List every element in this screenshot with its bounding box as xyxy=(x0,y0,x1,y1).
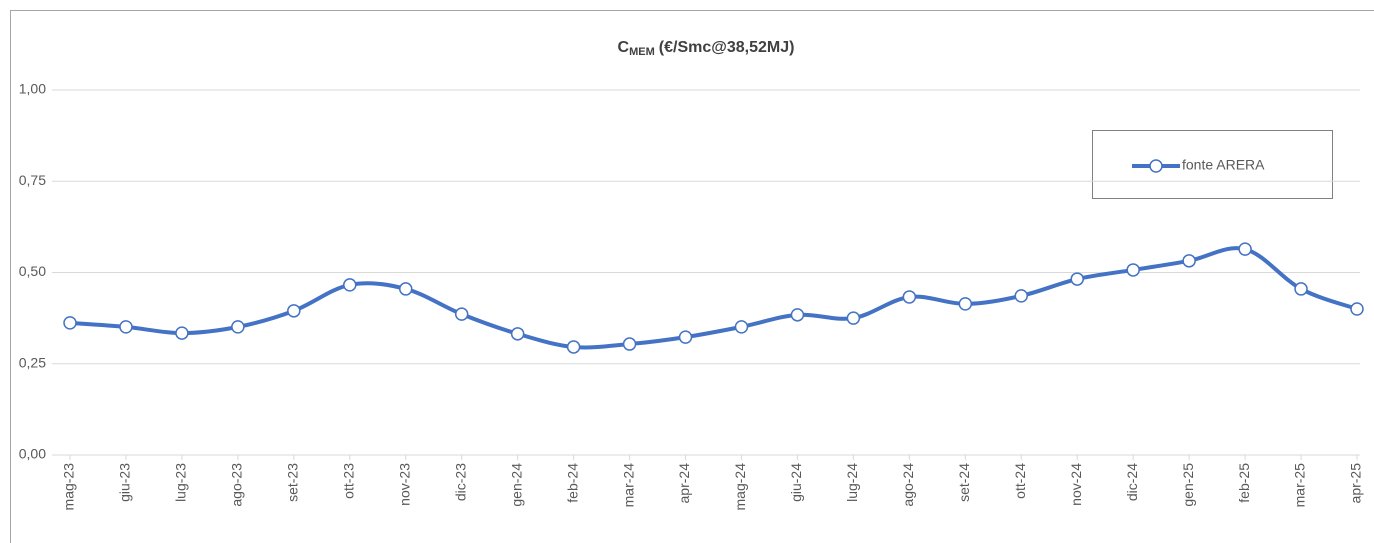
marker xyxy=(231,320,245,334)
x-tick-label: apr-25 xyxy=(1348,463,1364,504)
x-tick-label: giu-23 xyxy=(117,463,133,502)
x-tick-label: dic-24 xyxy=(1124,463,1140,501)
x-tick-label: set-24 xyxy=(956,463,972,502)
marker xyxy=(510,327,525,341)
x-tick-label: ago-23 xyxy=(229,463,245,507)
x-tick-label: dic-23 xyxy=(452,463,468,501)
x-tick-label: mar-24 xyxy=(620,463,636,508)
x-tick-label: mag-24 xyxy=(732,463,748,511)
x-tick-label: set-23 xyxy=(285,463,301,502)
y-tick-label: 0,50 xyxy=(19,263,46,279)
marker xyxy=(678,330,693,344)
marker xyxy=(1350,302,1364,316)
x-tick-label: mar-25 xyxy=(1292,463,1308,508)
marker xyxy=(1070,272,1084,286)
x-tick-label: ott-24 xyxy=(1012,463,1028,499)
legend-marker xyxy=(1149,159,1163,173)
y-tick-label: 0,25 xyxy=(19,354,46,370)
y-tick-label: 0,00 xyxy=(19,446,46,462)
title-suffix: (€/Smc@38,52MJ) xyxy=(659,39,795,56)
marker xyxy=(119,320,133,334)
x-tick-label: feb-25 xyxy=(1236,463,1252,503)
x-tick-label: ago-24 xyxy=(900,463,916,507)
marker xyxy=(343,278,357,292)
marker xyxy=(734,320,749,334)
x-tick-label: feb-24 xyxy=(564,463,580,503)
x-tick-label: gen-25 xyxy=(1180,463,1196,507)
x-tick-label: lug-23 xyxy=(173,463,189,502)
marker xyxy=(287,304,301,318)
marker xyxy=(1126,263,1140,277)
marker xyxy=(566,340,581,354)
title-main: C xyxy=(618,39,630,56)
x-tick-label: ott-23 xyxy=(340,463,356,499)
marker xyxy=(958,297,973,311)
chart-title: CMEM (€/Smc@38,52MJ) xyxy=(618,39,795,58)
legend-label: fonte ARERA xyxy=(1182,157,1265,173)
marker xyxy=(846,311,861,325)
marker xyxy=(175,326,189,340)
x-tick-label: nov-23 xyxy=(396,463,412,506)
title-subscript: MEM xyxy=(629,46,655,58)
x-tick-label: lug-24 xyxy=(844,463,860,502)
x-tick-label: giu-24 xyxy=(788,463,804,502)
x-tick-label: apr-24 xyxy=(676,463,692,504)
x-tick-label: gen-24 xyxy=(508,463,524,507)
marker xyxy=(1238,242,1252,256)
marker xyxy=(1294,282,1308,296)
chart-frame xyxy=(10,10,1374,543)
marker xyxy=(622,337,637,351)
y-tick-label: 1,00 xyxy=(19,81,46,97)
marker xyxy=(454,307,469,321)
marker xyxy=(398,282,413,296)
marker xyxy=(902,290,917,304)
marker xyxy=(63,316,77,330)
marker xyxy=(790,308,805,322)
marker xyxy=(1014,289,1029,303)
x-tick-label: nov-24 xyxy=(1068,463,1084,506)
y-tick-label: 0,75 xyxy=(19,172,46,188)
x-tick-label: mag-23 xyxy=(61,463,77,511)
marker xyxy=(1182,254,1196,268)
